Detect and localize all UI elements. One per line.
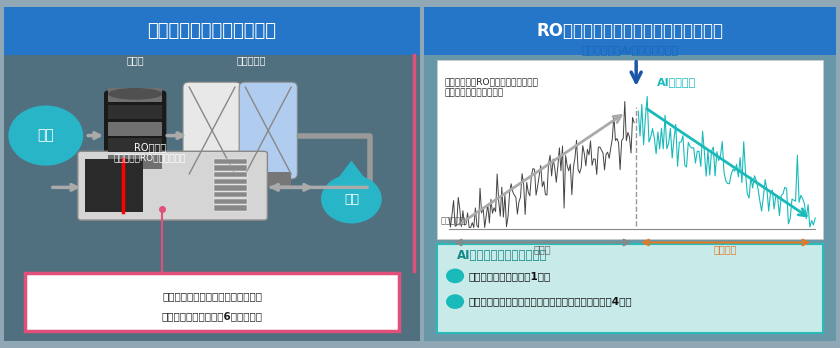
Text: 通常運転ではRO膜の汚れは蓄積し、
電力消費量は右肩上がり: 通常運転ではRO膜の汚れは蓄積し、 電力消費量は右肩上がり	[445, 78, 538, 97]
Text: （全体の消費電力の約6割を使用）: （全体の消費電力の約6割を使用）	[161, 311, 263, 321]
Bar	[437, 244, 823, 333]
Text: 実証期間: 実証期間	[714, 244, 738, 254]
Text: AI最適運転: AI最適運転	[657, 77, 696, 87]
Bar	[214, 179, 248, 184]
FancyBboxPatch shape	[25, 272, 399, 331]
Text: 前処理装置: 前処理装置	[237, 55, 266, 65]
Bar	[214, 205, 248, 211]
Bar	[214, 192, 248, 197]
Circle shape	[321, 175, 381, 223]
Text: 原水槽: 原水槽	[126, 55, 144, 65]
Polygon shape	[330, 161, 373, 189]
Text: 原水: 原水	[38, 128, 54, 143]
Bar	[108, 105, 162, 119]
Ellipse shape	[108, 88, 162, 100]
FancyBboxPatch shape	[78, 151, 267, 220]
Circle shape	[446, 294, 465, 309]
Bar	[214, 159, 248, 164]
Circle shape	[446, 269, 465, 283]
Bar	[86, 159, 144, 212]
Text: 純水: 純水	[344, 192, 359, 206]
Circle shape	[8, 105, 83, 166]
Bar	[108, 155, 162, 169]
FancyBboxPatch shape	[104, 90, 166, 191]
Bar	[4, 7, 420, 55]
Bar	[214, 172, 248, 177]
Text: 水処理ラインの概要と課題: 水処理ラインの概要と課題	[148, 22, 276, 40]
FancyBboxPatch shape	[183, 82, 241, 179]
Text: RO膜装置: RO膜装置	[134, 142, 165, 152]
Text: AI最適運転によるメリット: AI最適運転によるメリット	[457, 249, 548, 262]
Text: 電力消費量の削減（約1割）: 電力消費量の削減（約1割）	[469, 271, 551, 281]
Bar	[214, 199, 248, 204]
Text: 膜処理には強力なポンプ給水が必要: 膜処理には強力なポンプ給水が必要	[162, 291, 262, 301]
Text: RO膜装置の実プラント検証結果の概要: RO膜装置の実プラント検証結果の概要	[537, 22, 723, 40]
Bar	[189, 172, 235, 187]
Bar	[108, 88, 162, 102]
Text: （ポンプ・RO膜ユニット）: （ポンプ・RO膜ユニット）	[113, 153, 186, 162]
FancyBboxPatch shape	[239, 82, 297, 179]
Bar	[424, 7, 836, 55]
Bar	[214, 185, 248, 191]
Text: フラクタ社のAIソリューション: フラクタ社のAIソリューション	[581, 45, 679, 55]
Text: メンテナンス頻度の削減による運転コスト削減（約4割）: メンテナンス頻度の削減による運転コスト削減（約4割）	[469, 296, 633, 307]
Text: 電力消費量: 電力消費量	[441, 217, 465, 226]
Bar	[108, 121, 162, 136]
Bar	[214, 165, 248, 171]
Text: 実証前: 実証前	[533, 244, 551, 254]
Bar	[108, 138, 162, 152]
Bar	[437, 61, 823, 239]
Bar	[245, 172, 291, 187]
